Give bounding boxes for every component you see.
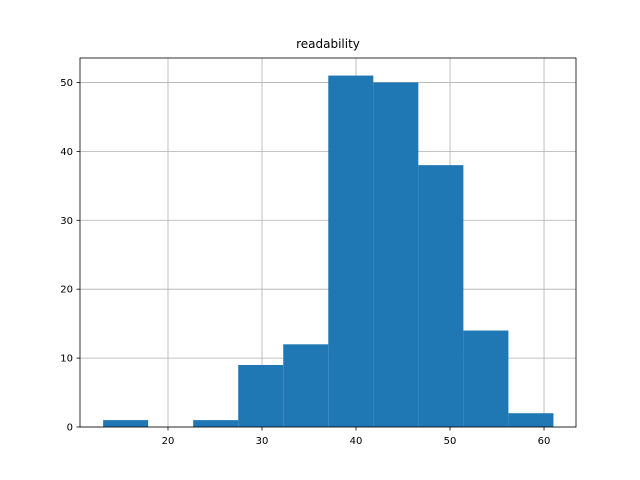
axes: 20 30 40 50 60 0 10 20 30 40 50 [60,57,577,447]
y-tick-label: 20 [60,285,73,296]
bar [238,364,284,427]
x-tick-label: 20 [162,436,175,447]
y-tick-label: 0 [67,423,73,434]
bar [418,165,464,428]
bar [283,344,329,427]
chart-title: readability [296,37,360,51]
x-tick-label: 50 [444,436,457,447]
y-tick-label: 50 [60,78,73,89]
x-tick-label: 30 [256,436,269,447]
y-tick-label: 40 [60,147,73,158]
bar [103,420,149,427]
bar [463,330,509,427]
bar [193,420,239,427]
y-tick-label: 10 [60,354,73,365]
plot-frame [79,57,577,428]
x-tick-label: 60 [538,436,551,447]
bars [103,75,554,428]
bar [328,75,374,428]
y-tick-label: 30 [60,216,73,227]
bar [373,82,419,427]
bar [508,413,554,427]
x-tick-label: 40 [350,436,363,447]
